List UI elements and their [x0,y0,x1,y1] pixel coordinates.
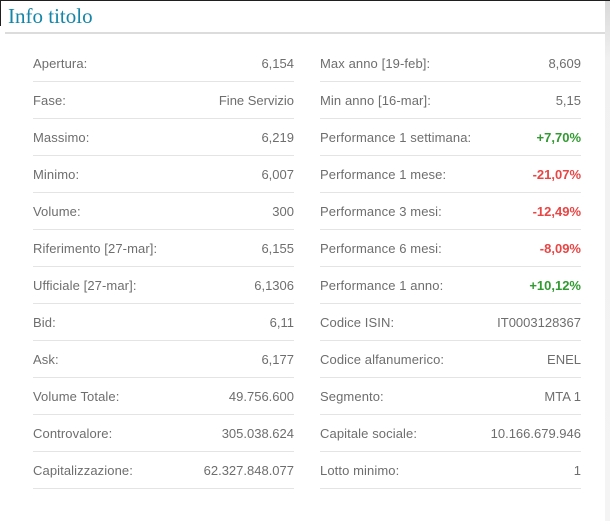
info-row-codice-isin: Codice ISIN: IT0003128367 [320,304,581,341]
info-value-positive: +10,12% [529,277,581,293]
info-value: 6,154 [261,55,294,71]
info-value-negative: -12,49% [532,203,581,219]
info-value: 62.327.848.077 [203,462,294,478]
info-value: 49.756.600 [228,388,294,404]
info-label: Min anno [16-mar]: [320,92,431,108]
info-value: MTA 1 [544,388,581,404]
info-row-riferimento: Riferimento [27-mar]: 6,155 [33,230,294,267]
panel-left-border [0,0,1,26]
info-row-min-anno: Min anno [16-mar]: 5,15 [320,82,581,119]
info-row-ask: Ask: 6,177 [33,341,294,378]
info-row-max-anno: Max anno [19-feb]: 8,609 [320,45,581,82]
info-label: Performance 1 anno: [320,277,444,293]
info-label: Performance 6 mesi: [320,240,442,256]
info-label: Max anno [19-feb]: [320,55,431,71]
info-label: Lotto minimo: [320,462,400,478]
info-value: 300 [272,203,294,219]
info-label: Ask: [33,351,59,367]
info-column-left: Apertura: 6,154 Fase: Fine Servizio Mass… [33,45,294,489]
info-row-perf-3-mesi: Performance 3 mesi: -12,49% [320,193,581,230]
info-label: Capitale sociale: [320,425,418,441]
info-row-minimo: Minimo: 6,007 [33,156,294,193]
info-value: 305.038.624 [221,425,294,441]
info-value: 6,007 [261,166,294,182]
info-value: 5,15 [555,92,581,108]
info-value: 8,609 [548,55,581,71]
info-row-segmento: Segmento: MTA 1 [320,378,581,415]
info-label: Volume Totale: [33,388,120,404]
info-label: Fase: [33,92,67,108]
info-label: Riferimento [27-mar]: [33,240,158,256]
info-row-perf-1-mese: Performance 1 mese: -21,07% [320,156,581,193]
info-row-codice-alfanumerico: Codice alfanumerico: ENEL [320,341,581,378]
info-label: Volume: [33,203,81,219]
info-row-volume-totale: Volume Totale: 49.756.600 [33,378,294,415]
info-label: Codice alfanumerico: [320,351,445,367]
info-row-perf-6-mesi: Performance 6 mesi: -8,09% [320,230,581,267]
info-value: 6,11 [269,314,294,330]
info-value-negative: -8,09% [539,240,581,256]
info-row-volume: Volume: 300 [33,193,294,230]
info-label: Codice ISIN: [320,314,395,330]
info-label: Performance 3 mesi: [320,203,442,219]
info-label: Apertura: [33,55,88,71]
info-label: Capitalizzazione: [33,462,133,478]
info-column-right: Max anno [19-feb]: 8,609 Min anno [16-ma… [320,45,581,489]
panel-top-border [0,0,610,1]
page-title: Info titolo [8,4,93,28]
info-row-controvalore: Controvalore: 305.038.624 [33,415,294,452]
info-grid: Apertura: 6,154 Fase: Fine Servizio Mass… [0,34,610,489]
info-value: 6,155 [261,240,294,256]
info-label: Massimo: [33,129,90,145]
info-row-perf-1-anno: Performance 1 anno: +10,12% [320,267,581,304]
info-value: 6,177 [261,351,294,367]
info-row-capitalizzazione: Capitalizzazione: 62.327.848.077 [33,452,294,489]
info-row-capitale-sociale: Capitale sociale: 10.166.679.946 [320,415,581,452]
info-label: Ufficiale [27-mar]: [33,277,137,293]
info-value-negative: -21,07% [532,166,581,182]
info-value: 6,219 [261,129,294,145]
info-value: 10.166.679.946 [490,425,581,441]
info-row-lotto-minimo: Lotto minimo: 1 [320,452,581,489]
info-value: Fine Servizio [218,92,294,108]
info-value: ENEL [547,351,581,367]
info-value: IT0003128367 [497,314,581,330]
title-divider [5,32,606,34]
info-row-perf-1-settimana: Performance 1 settimana: +7,70% [320,119,581,156]
info-label: Performance 1 settimana: [320,129,472,145]
info-row-bid: Bid: 6,11 [33,304,294,341]
right-edge-strip [605,1,610,521]
info-label: Performance 1 mese: [320,166,447,182]
info-row-fase: Fase: Fine Servizio [33,82,294,119]
info-row-ufficiale: Ufficiale [27-mar]: 6,1306 [33,267,294,304]
info-label: Controvalore: [33,425,113,441]
info-label: Segmento: [320,388,384,404]
info-row-massimo: Massimo: 6,219 [33,119,294,156]
info-value: 1 [573,462,581,478]
info-label: Minimo: [33,166,80,182]
info-value-positive: +7,70% [536,129,581,145]
info-value: 6,1306 [254,277,294,293]
info-row-apertura: Apertura: 6,154 [33,45,294,82]
info-label: Bid: [33,314,56,330]
